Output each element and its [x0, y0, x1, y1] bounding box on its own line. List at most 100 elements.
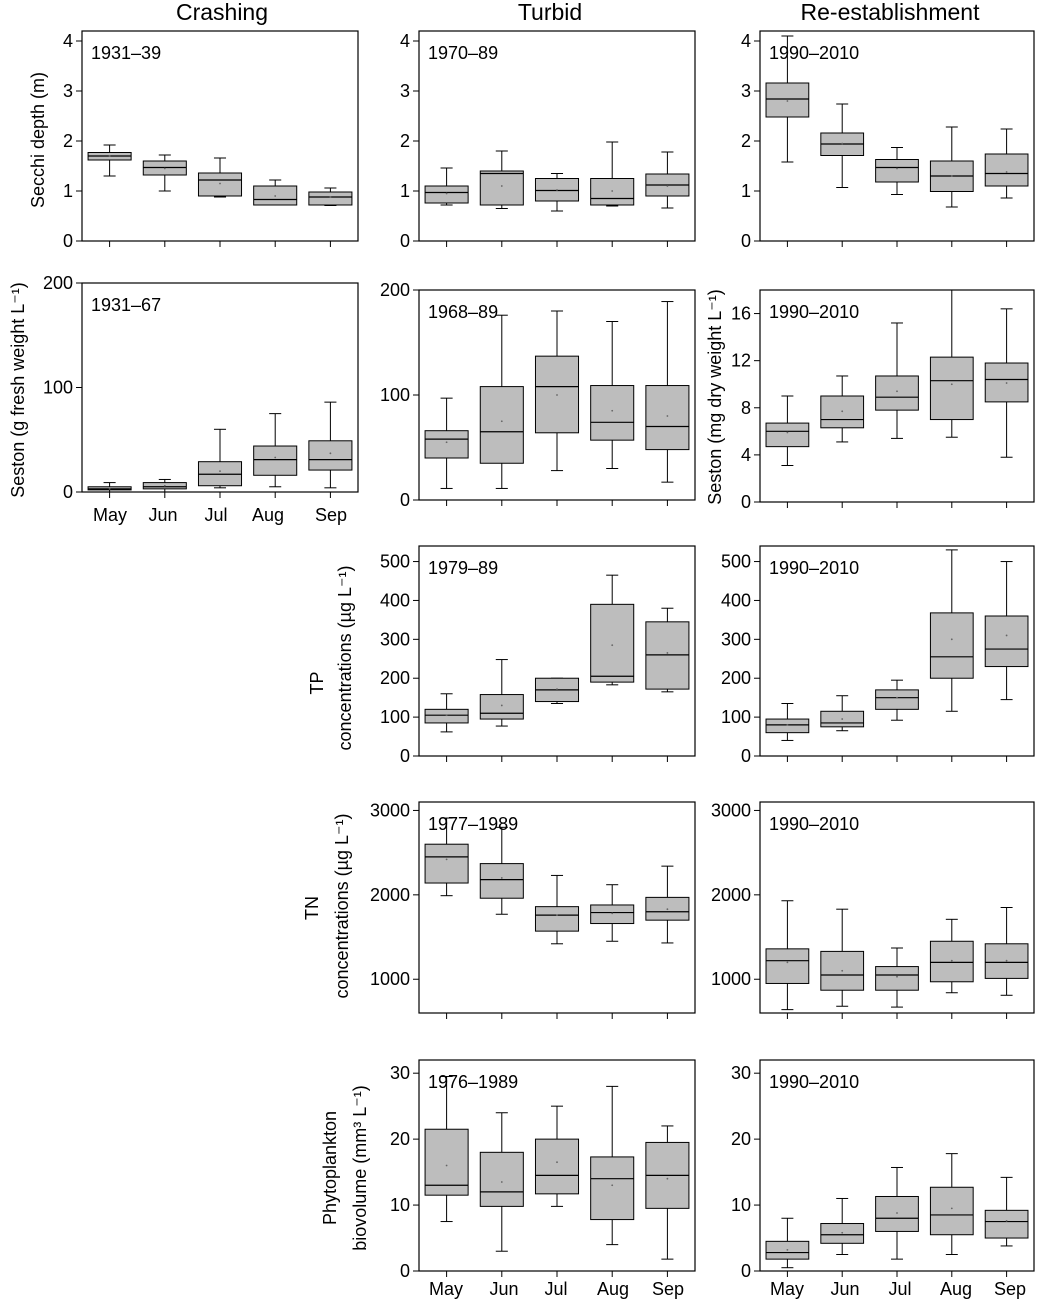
- y-tick-label: 4: [400, 31, 410, 51]
- month-label: Jul: [544, 1279, 567, 1299]
- ylabel-tp-line1: TP: [307, 671, 327, 694]
- period-label: 1979–89: [428, 558, 498, 578]
- period-label: 1968–89: [428, 302, 498, 322]
- month-label: Jun: [148, 505, 177, 525]
- mean-dot: [611, 1184, 614, 1187]
- mean-dot: [611, 912, 614, 915]
- mean-dot: [445, 858, 448, 861]
- mean-dot: [556, 688, 558, 691]
- ylabel-phyto-line2: biovolume (mm³ L⁻¹): [350, 1085, 370, 1251]
- box-jul: [875, 966, 919, 991]
- mean-dot: [950, 959, 953, 962]
- mean-dot: [611, 409, 614, 412]
- box-may: [765, 718, 810, 734]
- x-month-labels-reestablishment: May Jun Jul Aug Sep: [770, 1279, 1026, 1299]
- y-tick-label: 0: [741, 1261, 751, 1281]
- mean-dot: [556, 394, 558, 396]
- panel-secchi-crashing: 0 1 2 3 4 1931–39: [63, 30, 359, 251]
- column-heading-turbid: Turbid: [518, 0, 582, 25]
- box-aug: [929, 356, 974, 421]
- y-tick-label: 1: [741, 181, 751, 201]
- y-tick-label: 400: [380, 590, 410, 610]
- mean-dot: [163, 484, 166, 487]
- month-label: Sep: [315, 505, 347, 525]
- y-tick-label: 1: [63, 181, 73, 201]
- period-label: 1931–39: [91, 43, 161, 63]
- period-label: 1931–67: [91, 295, 161, 315]
- mean-dot: [611, 644, 614, 647]
- y-tick-label: 0: [741, 231, 751, 251]
- y-tick-label: 0: [400, 490, 410, 510]
- month-label: Jul: [888, 1279, 911, 1299]
- y-tick-label: 200: [721, 668, 751, 688]
- ylabel-tn-line2: concentrations (µg L⁻¹): [332, 814, 352, 999]
- box-jul: [534, 906, 580, 932]
- mean-dot: [219, 470, 221, 472]
- y-tick-label: 0: [63, 231, 73, 251]
- mean-dot: [274, 456, 277, 459]
- y-tick-label: 0: [63, 482, 73, 502]
- mean-dot: [950, 383, 953, 386]
- panel-tp-reestablishment: 0 100 200 300 400 500 1990–2010: [721, 545, 1035, 766]
- period-label: 1970–89: [428, 43, 498, 63]
- y-tick-label: 200: [380, 280, 410, 300]
- y-tick-label: 500: [721, 552, 751, 572]
- mean-dot: [1005, 171, 1008, 173]
- mean-dot: [841, 410, 844, 413]
- mean-dot: [108, 155, 111, 157]
- mean-dot: [556, 189, 558, 191]
- panel-seston-turbid: 0 100 200 1968–89: [380, 280, 696, 510]
- y-tick-label: 2000: [711, 885, 751, 905]
- month-label: Jun: [489, 1279, 518, 1299]
- mean-dot: [896, 1212, 898, 1214]
- mean-dot: [1005, 634, 1008, 637]
- panel-seston-reestablishment: 0 4 8 12 16 1990–2010: [731, 289, 1035, 512]
- panel-tn-reestablishment: 1000 2000 3000 1990–2010: [711, 800, 1035, 1019]
- box-jun: [479, 170, 524, 206]
- y-tick-label: 12: [731, 351, 751, 371]
- y-tick-label: 4: [741, 445, 751, 465]
- y-tick-label: 1: [400, 181, 410, 201]
- y-tick-label: 1000: [711, 969, 751, 989]
- panels: 012341931–39012341970–89012341990–201001…: [43, 30, 1035, 1281]
- y-tick-label: 0: [741, 492, 751, 512]
- mean-dot: [666, 908, 669, 911]
- ylabel-seston-fresh: Seston (g fresh weight L⁻¹): [8, 282, 28, 498]
- ylabel-secchi: Secchi depth (m): [28, 72, 48, 208]
- mean-dot: [786, 961, 789, 964]
- y-tick-label: 0: [400, 746, 410, 766]
- mean-dot: [786, 1249, 789, 1251]
- box-jul: [875, 689, 919, 710]
- period-label: 1990–2010: [769, 558, 859, 578]
- y-tick-label: 0: [400, 1261, 410, 1281]
- mean-dot: [896, 167, 898, 170]
- mean-dot: [163, 167, 166, 170]
- ylabel-tp-line2: concentrations (µg L⁻¹): [335, 566, 355, 751]
- mean-dot: [666, 415, 669, 417]
- month-label: May: [93, 505, 127, 525]
- mean-dot: [666, 652, 669, 654]
- x-month-labels-turbid: May Jun Jul Aug Sep: [429, 1279, 684, 1299]
- y-tick-label: 2000: [370, 885, 410, 905]
- ylabel-tn-line1: TN: [302, 896, 322, 920]
- y-tick-label: 10: [731, 1195, 751, 1215]
- box-may: [424, 185, 469, 204]
- mean-dot: [896, 696, 898, 699]
- box-jun: [479, 1151, 524, 1207]
- box-aug: [590, 603, 635, 683]
- y-tick-label: 500: [380, 552, 410, 572]
- y-tick-label: 4: [741, 31, 751, 51]
- month-label: Aug: [252, 505, 284, 525]
- month-label: Aug: [597, 1279, 629, 1299]
- panel-phyto-turbid: 0 10 20 30 1976–1989: [390, 1059, 696, 1281]
- mean-dot: [556, 1161, 558, 1164]
- ylabel-phyto-line1: Phytoplankton: [320, 1111, 340, 1225]
- y-tick-label: 200: [380, 668, 410, 688]
- mean-dot: [500, 877, 503, 879]
- box-jul: [875, 375, 919, 411]
- box-jun: [479, 863, 524, 899]
- y-tick-label: 30: [731, 1063, 751, 1083]
- column-heading-reestablishment: Re-establishment: [801, 0, 981, 25]
- box-sep: [308, 440, 353, 471]
- month-label: Aug: [940, 1279, 972, 1299]
